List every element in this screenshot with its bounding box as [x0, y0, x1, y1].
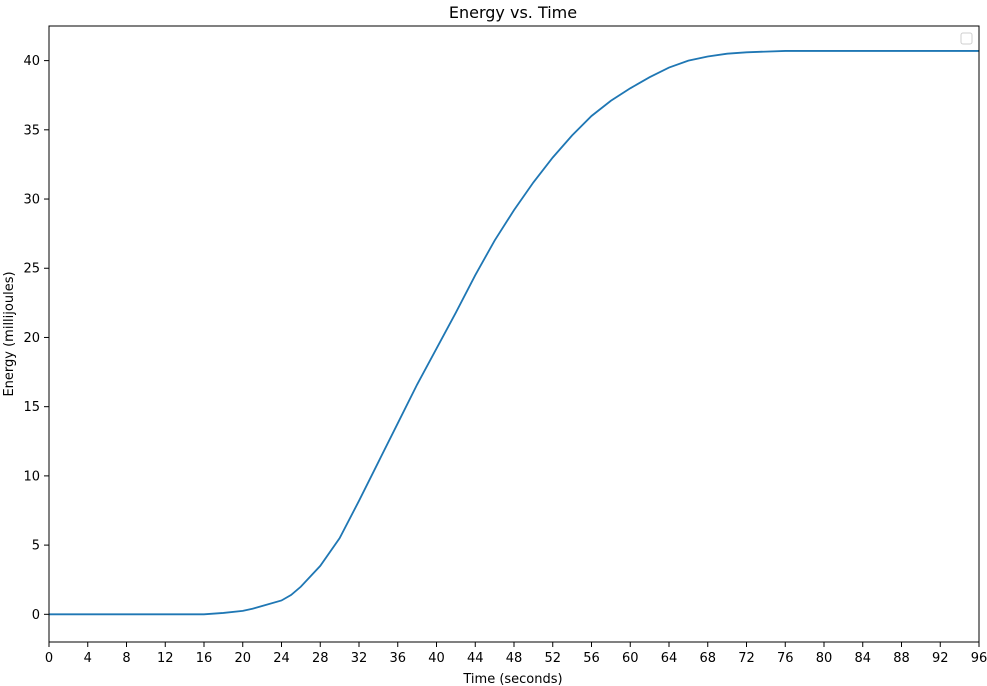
x-tick-label: 68: [699, 651, 716, 666]
y-tick-label: 25: [23, 262, 40, 277]
x-tick-label: 56: [583, 651, 600, 666]
x-tick-label: 96: [971, 651, 987, 666]
x-tick-label: 16: [196, 651, 213, 666]
y-tick-label: 0: [32, 608, 40, 623]
chart-title: Energy vs. Time: [449, 3, 577, 22]
x-tick-label: 8: [122, 651, 130, 666]
y-tick-label: 5: [32, 539, 40, 554]
x-tick-label: 72: [738, 651, 755, 666]
x-tick-label: 32: [351, 651, 368, 666]
plot-frame: [48, 25, 980, 643]
plot-area: [49, 26, 979, 642]
y-tick-label: 10: [23, 469, 40, 484]
y-tick-label: 35: [23, 123, 40, 138]
legend: [960, 32, 973, 45]
x-axis-label: Time (seconds): [462, 672, 562, 686]
x-tick-label: 80: [816, 651, 833, 666]
x-tick-label: 60: [622, 651, 639, 666]
x-tick-label: 44: [467, 651, 484, 666]
x-tick-label: 64: [661, 651, 678, 666]
x-tick-label: 88: [893, 651, 910, 666]
x-tick-label: 84: [854, 651, 871, 666]
x-tick-label: 28: [312, 651, 329, 666]
legend-box: [960, 32, 973, 45]
x-axis: 0 4 8 12 16 20 24 28 32 36 40 44 48 52 56 60 64 68 72 76 80 8…: [45, 642, 987, 666]
x-tick-label: 40: [428, 651, 445, 666]
x-tick-label: 48: [506, 651, 523, 666]
x-tick-label: 92: [932, 651, 949, 666]
y-axis-label: Energy (millijoules): [2, 271, 17, 396]
y-tick-label: 30: [23, 193, 40, 208]
energy-series-line: [49, 50, 979, 616]
y-tick-label: 15: [23, 400, 40, 415]
x-tick-label: 4: [84, 651, 92, 666]
x-tick-label: 52: [544, 651, 561, 666]
x-tick-label: 36: [389, 651, 406, 666]
y-tick-label: 20: [23, 331, 40, 346]
x-tick-label: 0: [45, 651, 53, 666]
x-tick-label: 12: [157, 651, 174, 666]
y-axis: 0 5 10 15 20 25 30 35 40: [23, 54, 49, 623]
x-tick-label: 24: [273, 651, 290, 666]
x-tick-label: 76: [777, 651, 794, 666]
x-tick-label: 20: [234, 651, 251, 666]
y-tick-label: 40: [23, 54, 40, 69]
